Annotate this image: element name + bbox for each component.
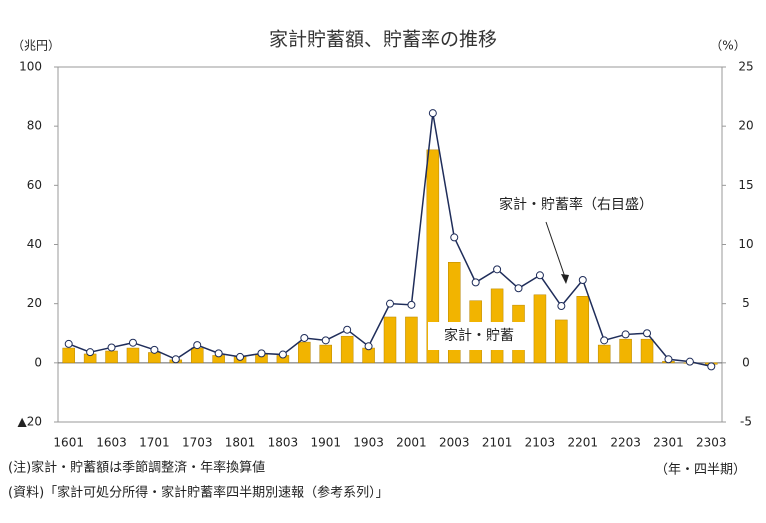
- x-tick-label: 1603: [96, 436, 127, 450]
- line-marker: [493, 265, 502, 274]
- x-tick-label: 2101: [482, 436, 513, 450]
- y-tick-label: 60: [27, 178, 42, 192]
- x-tick-label: 1601: [53, 436, 84, 450]
- x-tick-label: 2201: [568, 436, 599, 450]
- y2-axis-unit: （%）: [710, 39, 745, 53]
- x-tick-label: 2001: [396, 436, 427, 450]
- x-tick-label: 1701: [139, 436, 170, 450]
- bar: [383, 316, 397, 364]
- plot-frame: [57, 66, 723, 423]
- annotation-box: [428, 322, 530, 350]
- y2-tick-label: -5: [740, 415, 752, 429]
- x-tick-label: 2303: [696, 436, 727, 450]
- line-marker: [471, 278, 480, 287]
- line-marker: [171, 355, 180, 364]
- line-marker: [407, 300, 416, 309]
- line-marker: [343, 325, 352, 334]
- annotation-arrow: [545, 221, 567, 281]
- y2-tick-label: 10: [738, 237, 753, 251]
- bar: [576, 296, 590, 364]
- bar: [105, 350, 118, 364]
- bar: [126, 347, 140, 364]
- line-marker: [236, 352, 245, 361]
- y-tick-label: 40: [27, 237, 42, 251]
- y2-tick-label: 15: [738, 178, 753, 192]
- y2-tick-label: 0: [742, 355, 750, 369]
- bar: [555, 319, 568, 364]
- line-marker: [621, 330, 630, 339]
- y-tick-label: 100: [19, 60, 42, 74]
- x-tick-label: 2103: [525, 436, 556, 450]
- bar: [298, 341, 311, 364]
- y-axis-unit: （兆円）: [12, 39, 60, 53]
- bar: [619, 338, 632, 364]
- y2-tick-label: 20: [738, 119, 753, 133]
- y2-tick-label: 25: [738, 60, 753, 74]
- line-marker: [107, 343, 116, 352]
- bar-series-label: 家計・貯蓄: [444, 327, 514, 344]
- line-marker: [193, 341, 202, 350]
- line-marker: [664, 355, 673, 364]
- bar: [640, 338, 654, 364]
- x-tick-label: 1903: [353, 436, 384, 450]
- bar: [62, 347, 75, 364]
- x-axis-unit: （年・四半期）: [655, 463, 746, 478]
- y-tick-label: ▲20: [18, 415, 43, 429]
- line-series-label: 家計・貯蓄率（右目盛）: [499, 196, 653, 213]
- x-tick-label: 1801: [225, 436, 256, 450]
- x-tick-label: 1803: [268, 436, 299, 450]
- y2-tick-label: 5: [742, 296, 750, 310]
- x-tick-label: 2301: [653, 436, 684, 450]
- line-marker: [321, 336, 330, 345]
- line-marker: [86, 348, 95, 357]
- bar: [426, 149, 440, 364]
- line-marker: [535, 271, 544, 280]
- y-tick-label: 80: [27, 119, 42, 133]
- line-marker: [257, 349, 266, 358]
- line-marker: [600, 336, 609, 345]
- bar: [148, 352, 161, 364]
- line-marker: [578, 276, 587, 284]
- bar: [319, 344, 332, 364]
- line-marker: [557, 302, 566, 311]
- bar: [597, 344, 611, 364]
- line-marker: [643, 329, 652, 338]
- annotation-arrowhead: [561, 274, 569, 284]
- line-marker: [150, 345, 159, 354]
- line-marker: [64, 339, 73, 348]
- line-marker: [428, 109, 437, 118]
- line-marker: [364, 342, 373, 351]
- line-marker: [514, 284, 523, 293]
- line-marker: [386, 299, 394, 308]
- line-marker: [300, 333, 309, 342]
- line-marker: [685, 357, 694, 366]
- x-tick-label: 1703: [182, 436, 213, 450]
- note: (注)家計・貯蓄額は季節調整済・年率換算値: [8, 460, 265, 476]
- bar: [533, 294, 547, 364]
- x-tick-label: 1901: [310, 436, 341, 450]
- source: (資料)「家計可処分所得・家計貯蓄率四半期別速報（参考系列）」: [8, 485, 389, 501]
- x-tick-label: 2003: [439, 436, 470, 450]
- line-marker: [450, 233, 459, 242]
- line-marker: [707, 362, 716, 371]
- y-tick-label: 20: [27, 296, 42, 310]
- line-marker: [278, 350, 287, 359]
- y-tick-label: 0: [34, 355, 42, 369]
- line-marker: [214, 349, 223, 358]
- bar: [340, 335, 354, 364]
- bar: [405, 316, 418, 364]
- x-tick-label: 2203: [610, 436, 641, 450]
- bar: [190, 347, 204, 364]
- line-marker: [128, 338, 137, 347]
- chart-title: 家計貯蓄額、貯蓄率の推移: [269, 29, 497, 51]
